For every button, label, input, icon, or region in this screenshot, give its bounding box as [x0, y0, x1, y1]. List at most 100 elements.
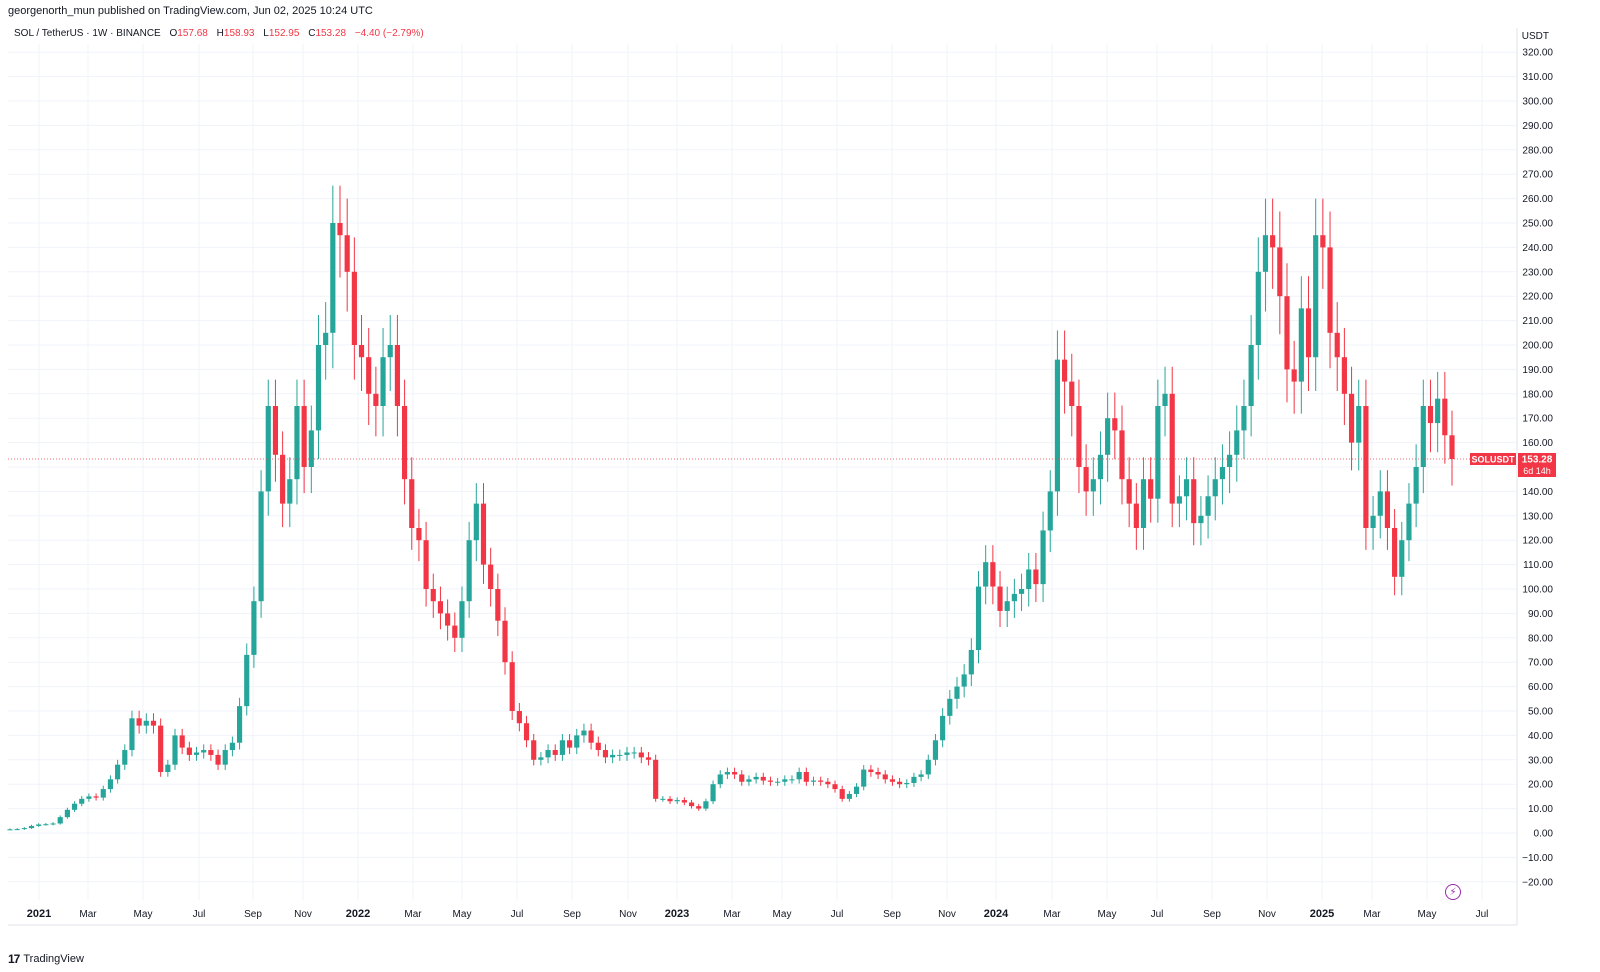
candle-body [983, 562, 989, 587]
y-tick-label: 10.00 [1528, 804, 1553, 815]
y-tick-label: 0.00 [1534, 829, 1554, 840]
candle-body [502, 620, 508, 663]
candle-body [1133, 503, 1139, 528]
candle-body [488, 564, 494, 589]
candle-body [1377, 491, 1383, 516]
candle-body [1277, 247, 1283, 297]
candle-body [1155, 406, 1161, 499]
candle-body [280, 454, 286, 504]
symbol-name[interactable]: SOL / TetherUS · 1W · BINANCE [14, 28, 161, 39]
candle-body [193, 752, 200, 755]
candle-body [1262, 235, 1269, 272]
candle-body [1076, 406, 1082, 467]
y-tick-label: 260.00 [1522, 194, 1553, 205]
y-tick-label: 170.00 [1522, 414, 1553, 425]
candle-body [1018, 589, 1025, 594]
candle-body [853, 786, 860, 794]
candle-body [1191, 479, 1197, 524]
candle-body [122, 750, 128, 765]
x-tick-label: Sep [1203, 909, 1221, 920]
y-tick-label: 110.00 [1523, 560, 1553, 571]
candle-body [1241, 406, 1247, 431]
branding-text: TradingView [23, 953, 84, 965]
candle-body [1047, 491, 1053, 531]
candle-body [717, 774, 723, 785]
candle-body [610, 754, 616, 758]
candle-body [158, 725, 164, 772]
candle-body [1420, 406, 1426, 467]
x-tick-label: 2021 [27, 908, 51, 920]
lightning-icon[interactable]: ⚡ [1445, 884, 1461, 900]
tradingview-branding[interactable]: 17 TradingView [8, 952, 84, 966]
candle-body [351, 271, 357, 345]
y-tick-label: 60.00 [1528, 682, 1553, 693]
publisher-line: georgenorth_mun published on TradingView… [8, 5, 373, 17]
candle-body [861, 769, 867, 787]
close-value: 153.28 [315, 28, 347, 39]
candle-body [93, 796, 99, 798]
candle-body [495, 589, 501, 621]
candle-body [236, 706, 243, 743]
candle-body [129, 718, 135, 751]
candle-body [1370, 515, 1376, 528]
candle-body [1442, 398, 1448, 436]
x-tick-label: Sep [244, 909, 262, 920]
candle-body [1392, 528, 1398, 577]
candle-body [775, 781, 781, 783]
candle-body [1384, 491, 1391, 528]
candle-body [445, 613, 451, 626]
candle-body [1054, 359, 1061, 492]
symbol-tag [1470, 452, 1516, 465]
candle-body [251, 601, 257, 655]
candle-body [947, 698, 953, 716]
candle-body [1062, 359, 1068, 382]
candle-body [330, 223, 336, 333]
close-label: C [308, 28, 316, 39]
candle-body [430, 589, 436, 602]
candle-body [401, 406, 408, 480]
candle-body [1270, 235, 1276, 248]
candle-body [818, 780, 824, 782]
candle-body [358, 345, 365, 358]
candle-body [1097, 454, 1104, 480]
candle-body [215, 754, 221, 765]
candle-body [760, 776, 766, 781]
candle-body [638, 752, 644, 758]
candle-body [868, 769, 874, 772]
candle-body [674, 800, 680, 802]
y-tick-label: 300.00 [1522, 97, 1553, 108]
candle-body [968, 650, 974, 675]
x-tick-label: Jul [1151, 909, 1164, 920]
x-tick-label: Mar [1363, 909, 1381, 920]
candle-body [523, 723, 530, 741]
candle-body [394, 345, 400, 406]
candle-body [897, 781, 903, 785]
candle-body [14, 829, 20, 831]
candle-body [559, 740, 565, 755]
low-label: L [263, 28, 269, 39]
y-tick-label: 50.00 [1528, 707, 1553, 718]
candle-body [1291, 369, 1297, 382]
candle-body [1069, 381, 1075, 406]
candle-body [1284, 296, 1290, 370]
candle-countdown: 6d 14h [1523, 466, 1551, 476]
x-tick-label: Nov [294, 909, 312, 920]
candle-body [150, 720, 157, 726]
x-tick-label: Jul [511, 909, 524, 920]
candle-body [660, 798, 666, 800]
candle-body [344, 235, 350, 272]
candle-body [79, 798, 85, 804]
candle-body [696, 806, 702, 809]
candle-body [566, 740, 573, 748]
candle-body [1227, 454, 1233, 467]
candle-body [452, 625, 458, 638]
y-tick-label: 90.00 [1528, 609, 1553, 620]
candle-body [1176, 496, 1182, 504]
y-tick-label: 240.00 [1522, 243, 1553, 254]
candle-body [258, 491, 264, 602]
candle-body [86, 796, 92, 799]
candle-body [416, 528, 422, 541]
candle-body [1406, 503, 1412, 541]
y-tick-label: −20.00 [1522, 877, 1553, 888]
